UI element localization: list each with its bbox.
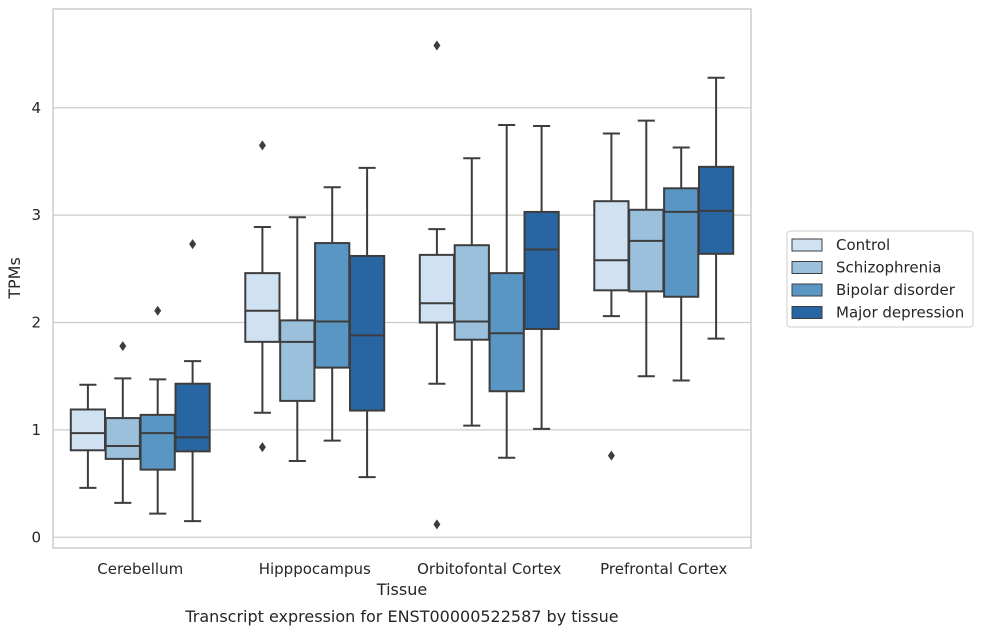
outlier-point [154,305,162,316]
box-bipolar-disorder [139,305,176,515]
legend-label: Control [836,236,890,254]
y-tick-label: 1 [31,421,41,439]
box-control [244,140,281,453]
box-body [628,208,665,293]
box-body [348,254,386,412]
legend-swatch [791,283,823,297]
box-body [593,200,630,292]
plot-frame [52,8,752,549]
x-tick-label: Hipppocampus [259,560,371,578]
box-body [663,187,700,298]
box-body [174,382,211,453]
box-major-depression [523,125,560,430]
outlier-point [607,450,615,461]
outlier-point [433,40,441,51]
y-tick-label: 3 [31,206,41,224]
box-major-depression [348,166,386,479]
outlier-point [119,341,127,352]
y-axis-label: TPMs [5,257,24,300]
y-tick-label: 0 [31,528,41,546]
y-tick-label: 2 [31,314,41,332]
legend: Control Schizophrenia Bipolar disorder Majo… [786,230,974,328]
box-bipolar-disorder [663,146,700,382]
x-axis-label: Tissue [376,580,427,599]
x-tick-label: Orbitofontal Cortex [417,560,561,578]
legend-frame [786,230,974,328]
box-schizophrenia [279,216,316,463]
legend-label: Schizophrenia [836,259,941,277]
box-body [453,244,490,341]
box-body [314,242,351,369]
box-body [418,253,456,324]
box-bipolar-disorder [488,123,525,459]
box-bipolar-disorder [314,186,351,442]
x-tick-label: Prefrontal Cortex [600,560,727,578]
box-major-depression [174,239,211,523]
box-body [244,272,281,343]
box-body [69,408,107,452]
box-control [593,132,630,461]
box-schizophrenia [104,341,141,504]
chart-caption: Transcript expression for ENST0000052258… [184,607,618,626]
outlier-point [189,239,197,250]
legend-label: Major depression [836,304,964,322]
box-schizophrenia [628,119,665,378]
x-tick-labels: Cerebellum Hipppocampus Orbitofontal Corte… [97,560,727,578]
box-body [139,413,176,471]
box-body [488,272,525,393]
box-control [418,40,456,530]
box-body [104,417,141,460]
y-tick-label: 4 [31,99,41,117]
legend-swatch [791,238,823,252]
outlier-point [258,140,266,151]
y-tick-labels: 0 1 2 3 4 [31,99,41,546]
legend-swatch [791,261,823,274]
box-major-depression [697,76,735,340]
boxes [69,40,735,530]
legend-label: Bipolar disorder [836,281,956,299]
box-body [279,319,316,402]
outlier-point [258,442,266,453]
box-control [69,383,107,489]
box-schizophrenia [453,157,490,427]
outlier-point [433,519,441,530]
legend-items: Control Schizophrenia Bipolar disorder Majo… [791,236,964,322]
box-body [523,210,560,330]
legend-swatch [791,306,823,319]
x-tick-label: Cerebellum [97,560,183,578]
